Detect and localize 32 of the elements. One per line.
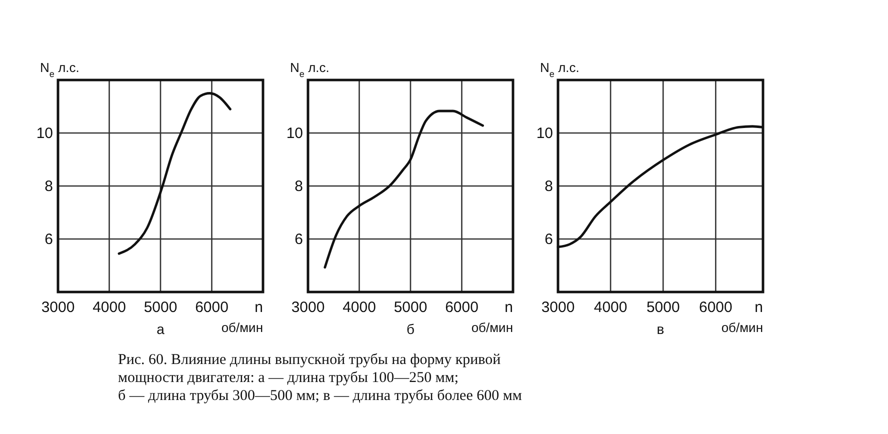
text: б — длина трубы 300—500 мм; в — длина трубы более 600 мм bbox=[118, 388, 522, 404]
line-series bbox=[118, 92, 232, 255]
y-tick-label: 8 bbox=[544, 178, 553, 195]
y-tick-label: 6 bbox=[544, 231, 553, 248]
y-tick-label: 10 bbox=[536, 125, 553, 142]
text: б bbox=[406, 321, 415, 337]
x-tick-label: 3000 bbox=[541, 299, 575, 316]
x-tick-label: 6000 bbox=[699, 299, 732, 316]
y-axis-title: N$_{e}$ л.с. bbox=[290, 60, 330, 79]
y-tick-label: 6 bbox=[294, 231, 303, 248]
y-tick-label: 10 bbox=[36, 125, 53, 142]
x-tick-label: 6000 bbox=[445, 299, 478, 316]
y-axis-title: N$_{e}$ л.с. bbox=[540, 60, 580, 79]
x-tick-label: 3000 bbox=[291, 299, 325, 316]
y-tick-label: 10 bbox=[286, 125, 303, 142]
text: Рис. 60. Влияние длины выпускной трубы на форму кривой bbox=[118, 352, 501, 368]
text: в bbox=[656, 321, 664, 337]
line-series bbox=[324, 110, 484, 269]
y-tick-label: 8 bbox=[44, 178, 53, 195]
x-tick-label: 3000 bbox=[41, 299, 75, 316]
x-tick-label: 5000 bbox=[394, 299, 428, 316]
y-tick-label: 8 bbox=[294, 178, 303, 195]
text: а bbox=[156, 321, 165, 337]
y-tick-label: 6 bbox=[44, 231, 53, 248]
x-tick-label: 4000 bbox=[594, 299, 628, 316]
y-axis-title: N$_{e}$ л.с. bbox=[40, 60, 80, 79]
x-tick-label: 4000 bbox=[92, 299, 126, 316]
text: мощности двигателя: а — длина трубы 100—250 мм; bbox=[118, 370, 459, 386]
x-tick-label: 5000 bbox=[646, 299, 680, 316]
x-tick-label: 4000 bbox=[342, 299, 376, 316]
x-tick-label: 5000 bbox=[144, 299, 178, 316]
x-tick-label: 6000 bbox=[195, 299, 228, 316]
